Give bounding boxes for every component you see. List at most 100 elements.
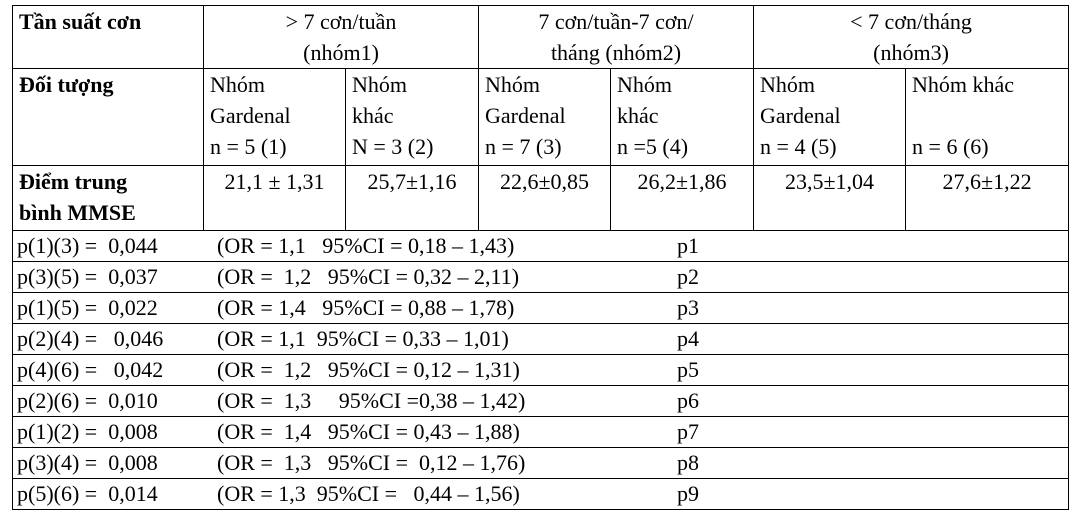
subject-group: Nhóm khác N = 3 (2) [344,68,480,166]
p-cell: p(1)(2) = 0,008 (OR = 1,4 95%CI = 0,43 – … [11,416,1070,448]
p-segment: (OR = 1,3 95%CI = 0,12 – 1,76) [217,450,526,475]
subject-group: Nhóm khác n =5 (4) [610,68,755,166]
mmse-table: Tần suất cơn > 7 cơn/tuần (nhóm1) 7 cơn/tuầ… [11,5,1070,510]
p-line: p(5)(6) = 0,014 (OR = 1,3 95%CI = 0,44 – … [17,479,1064,509]
p-line: p(1)(5) = 0,022 (OR = 1,4 95%CI = 0,88 – … [17,293,1064,323]
p-segment: p(3)(4) = 0,008 [17,450,158,475]
p-segment: (OR = 1,1 95%CI = 0,18 – 1,43) [217,233,515,258]
p-row: p(2)(6) = 0,010 (OR = 1,3 95%CI =0,38 – 1… [11,385,1070,417]
subject-line: Nhóm khác [912,72,1015,97]
subject-line: Nhóm [210,72,265,97]
subject-group: Nhóm Gardenal n = 5 (1) [203,68,346,166]
mmse-value: 25,7±1,16 [344,165,480,231]
p-row: p(1)(5) = 0,022 (OR = 1,4 95%CI = 0,88 – … [11,292,1070,324]
p-cell: p(1)(3) = 0,044 (OR = 1,1 95%CI = 0,18 – … [11,230,1070,262]
subjects-label: Đối tượng [12,68,204,166]
p-segment: p(4)(6) = 0,042 [17,357,164,382]
p-segment: p3 [677,295,699,320]
p-cell: p(1)(5) = 0,022 (OR = 1,4 95%CI = 0,88 – … [11,292,1070,324]
subjects-row: Đối tượng Nhóm Gardenal n = 5 (1) Nhóm khác N … [12,68,1070,166]
p-line: p(4)(6) = 0,042 (OR = 1,2 95%CI = 0,12 – … [17,355,1064,385]
p-line: p(1)(3) = 0,044 (OR = 1,1 95%CI = 0,18 – … [17,231,1064,261]
mmse-row: Điểm trung bình MMSE 21,1 ± 1,31 25,7±1,16 2… [12,165,1070,231]
subject-line: Gardenal [760,103,841,128]
p-row: p(1)(2) = 0,008 (OR = 1,4 95%CI = 0,43 – … [11,416,1070,448]
group-header-line: (nhóm1) [303,40,379,65]
p-segment: (OR = 1,4 95%CI = 0,88 – 1,78) [217,295,515,320]
mmse-value: 22,6±0,85 [478,165,612,231]
group-header: < 7 cơn/tháng (nhóm3) [753,5,1070,69]
subject-line: khác [352,103,394,128]
p-segment: p(1)(3) = 0,044 [17,233,158,258]
mmse-label: Điểm trung bình MMSE [12,165,204,231]
p-row: p(3)(4) = 0,008 (OR = 1,3 95%CI = 0,12 – … [11,447,1070,479]
p-segment: (OR = 1,2 95%CI = 0,32 – 2,11) [217,264,520,289]
subject-line: Nhóm [352,72,407,97]
p-cell: p(2)(4) = 0,046 (OR = 1,1 95%CI = 0,33 – … [11,323,1070,355]
mmse-value: 23,5±1,04 [753,165,907,231]
p-line: p(3)(5) = 0,037 (OR = 1,2 95%CI = 0,32 – … [17,262,1064,292]
subject-line: Nhóm [485,72,541,97]
subject-line: khác [617,103,659,128]
mmse-label-line: bình MMSE [19,200,136,225]
p-cell: p(3)(4) = 0,008 (OR = 1,3 95%CI = 0,12 – … [11,447,1070,479]
p-row: p(3)(5) = 0,037 (OR = 1,2 95%CI = 0,32 – … [11,261,1070,293]
group-header-line: (nhóm3) [873,40,949,65]
group-header-line: > 7 cơn/tuần [285,9,397,34]
p-segment: p1 [677,233,699,258]
p-row: p(5)(6) = 0,014 (OR = 1,3 95%CI = 0,44 – … [11,478,1070,510]
p-segment: p7 [677,419,699,444]
p-cell: p(5)(6) = 0,014 (OR = 1,3 95%CI = 0,44 – … [11,478,1070,510]
subject-line: n = 6 (6) [912,134,989,159]
p-segment: p6 [677,388,699,413]
p-segment: p(1)(5) = 0,022 [17,295,158,320]
p-segment: p5 [677,357,699,382]
p-segment: p(5)(6) = 0,014 [17,481,158,506]
p-line: p(3)(4) = 0,008 (OR = 1,3 95%CI = 0,12 – … [17,448,1064,478]
group-header-line: 7 cơn/tuần-7 cơn/ [538,9,694,34]
p-segment: p(1)(2) = 0,008 [17,419,158,444]
p-segment: p8 [677,450,699,475]
p-segment: (OR = 1,3 95%CI = 0,44 – 1,56) [217,481,520,506]
p-line: p(1)(2) = 0,008 (OR = 1,4 95%CI = 0,43 – … [17,417,1064,447]
p-cell: p(4)(6) = 0,042 (OR = 1,2 95%CI = 0,12 – … [11,354,1070,386]
p-line: p(2)(6) = 0,010 (OR = 1,3 95%CI =0,38 – 1… [17,386,1064,416]
p-segment: (OR = 1,4 95%CI = 0,43 – 1,88) [217,419,520,444]
mmse-value: 27,6±1,22 [905,165,1070,231]
subject-line: Gardenal [485,103,566,128]
mmse-value: 26,2±1,86 [610,165,755,231]
subject-line: n = 7 (3) [485,134,562,159]
p-cell: p(3)(5) = 0,037 (OR = 1,2 95%CI = 0,32 – … [11,261,1070,293]
p-row: p(1)(3) = 0,044 (OR = 1,1 95%CI = 0,18 – … [11,230,1070,262]
p-line: p(2)(4) = 0,046 (OR = 1,1 95%CI = 0,33 – … [17,324,1064,354]
p-segment: p(2)(6) = 0,010 [17,388,158,413]
subject-group: Nhóm khác n = 6 (6) [905,68,1070,166]
p-segment: (OR = 1,1 95%CI = 0,33 – 1,01) [217,326,509,351]
group-header-line: tháng (nhóm2) [550,40,682,65]
subject-line: N = 3 (2) [352,134,434,159]
header-row: Tần suất cơn > 7 cơn/tuần (nhóm1) 7 cơn/tuầ… [12,5,1070,69]
p-segment: p4 [677,326,699,351]
p-segment: p9 [677,481,699,506]
frequency-label: Tần suất cơn [12,5,204,69]
mmse-value: 21,1 ± 1,31 [203,165,346,231]
p-segment: (OR = 1,2 95%CI = 0,12 – 1,31) [217,357,520,382]
group-header: > 7 cơn/tuần (nhóm1) [202,5,480,69]
p-segment: p(2)(4) = 0,046 [17,326,164,351]
subject-group: Nhóm Gardenal n = 4 (5) [753,68,907,166]
p-segment: p2 [677,264,699,289]
subject-line: n =5 (4) [617,134,689,159]
mmse-label-line: Điểm trung [19,169,128,194]
p-segment: (OR = 1,3 95%CI =0,38 – 1,42) [217,388,526,413]
group-header-line: < 7 cơn/tháng [850,9,972,34]
p-row: p(4)(6) = 0,042 (OR = 1,2 95%CI = 0,12 – … [11,354,1070,386]
subject-line: Nhóm [617,72,673,97]
p-cell: p(2)(6) = 0,010 (OR = 1,3 95%CI =0,38 – 1… [11,385,1070,417]
group-header: 7 cơn/tuần-7 cơn/tháng (nhóm2) [478,5,755,69]
subject-line: n = 4 (5) [760,134,837,159]
subject-group: Nhóm Gardenal n = 7 (3) [478,68,612,166]
p-segment: p(3)(5) = 0,037 [17,264,158,289]
subject-line: n = 5 (1) [210,134,287,159]
subject-line: Gardenal [210,103,291,128]
